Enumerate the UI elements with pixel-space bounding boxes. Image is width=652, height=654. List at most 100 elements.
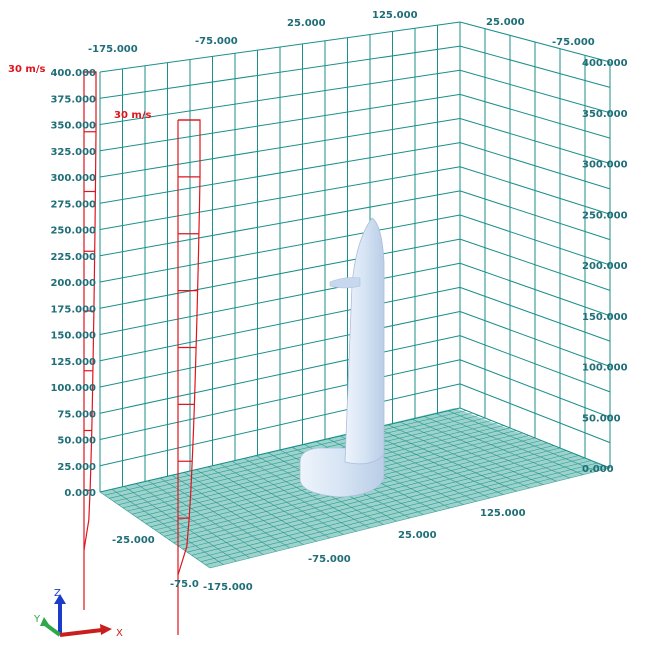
grid-line (99, 262, 461, 335)
y-axis-label: Y (33, 614, 41, 625)
top-tick: -75.000 (552, 37, 595, 48)
floor-grid-line (191, 457, 586, 556)
grid-line (99, 214, 461, 283)
floor-grid-line (182, 452, 573, 550)
grid-line (459, 262, 611, 317)
grid-line (99, 93, 461, 152)
floor-tick: -75.000 (308, 554, 351, 565)
right-axis-tick-label: 300.000 (582, 160, 628, 171)
right-axis-tick-label: 400.000 (582, 58, 628, 69)
grid-line (459, 383, 611, 444)
floor-tick: -75.0 (170, 579, 199, 590)
grid-line (99, 286, 461, 362)
right-axis-tick-label: 0.000 (582, 464, 614, 475)
grid-line (99, 69, 461, 125)
grid-line (459, 214, 611, 266)
grid-line (99, 21, 461, 73)
left-axis-tick-label: 75.000 (57, 409, 96, 420)
grid-line (459, 93, 611, 139)
grid-line (459, 69, 611, 114)
left-axis-tick-label: 25.000 (57, 462, 96, 473)
left-axis-tick-label: 300.000 (50, 173, 96, 184)
right-axis-tick-label: 150.000 (582, 312, 628, 323)
floor-grid-line (109, 412, 473, 499)
back-wall-grid (99, 21, 461, 493)
right-axis-ticks: 0.000 50.000 100.000 150.000 200.000 250.000 3… (582, 58, 628, 475)
grid-line (459, 118, 611, 164)
left-axis-tick-label: 0.000 (64, 488, 96, 499)
velocity-label-outer: 30 m/s (8, 64, 45, 75)
velocity-profile-line (83, 71, 97, 551)
grid-line (459, 190, 611, 241)
grid-line (99, 311, 461, 388)
floor-tick: -25.000 (112, 535, 155, 546)
floor-grid-line (196, 460, 592, 559)
floor-grid-line (177, 450, 567, 547)
velocity-label-inner: 30 m/s (114, 110, 151, 121)
floor-grid-line (209, 467, 611, 569)
grid-line (99, 383, 461, 467)
grid-line (459, 142, 611, 190)
right-axis-tick-label: 100.000 (582, 363, 628, 374)
left-axis-ticks: 0.000 25.000 50.000 75.000 100.000 125.000 150… (50, 68, 96, 499)
floor-grid-line (200, 462, 598, 562)
grid-line (459, 335, 611, 393)
left-axis-tick-label: 350.000 (50, 121, 96, 132)
x-axis-label: X (116, 628, 123, 639)
grid-line (459, 407, 611, 469)
left-axis-tick-label: 250.000 (50, 226, 96, 237)
velocity-profile-inner (177, 119, 201, 635)
floor-grid (99, 407, 611, 569)
left-axis-tick-label: 100.000 (50, 383, 96, 394)
left-axis-tick-label: 325.000 (50, 147, 96, 158)
right-axis-tick-label: 250.000 (582, 210, 628, 221)
floor-tick: 25.000 (398, 530, 437, 541)
velocity-profile-outer (83, 71, 97, 610)
grid-line (99, 238, 461, 309)
top-tick: 125.000 (372, 10, 418, 21)
right-axis-tick-label: 50.000 (582, 413, 621, 424)
grid-line (99, 359, 461, 440)
grid-line (99, 190, 461, 257)
grid-line (99, 335, 461, 414)
left-axis-tick-label: 375.000 (50, 94, 96, 105)
left-axis-tick-label: 50.000 (57, 436, 96, 447)
grid-line (99, 166, 461, 230)
floor-grid-line (205, 465, 604, 566)
axis-triad: Z Y X (33, 588, 123, 639)
top-tick: 25.000 (486, 17, 525, 28)
grid-line (459, 166, 611, 215)
left-axis-tick-label: 150.000 (50, 331, 96, 342)
left-axis-tick-label: 175.000 (50, 304, 96, 315)
grid-line (99, 407, 461, 493)
grid-line (459, 21, 611, 63)
top-tick: -75.000 (195, 36, 238, 47)
grid-line (459, 45, 611, 88)
top-tick: 25.000 (287, 18, 326, 29)
z-axis-label: Z (54, 588, 61, 599)
floor-grid-line (104, 410, 467, 496)
side-wall-grid (459, 21, 611, 469)
left-axis-tick-label: 200.000 (50, 278, 96, 289)
floor-grid-line (173, 447, 561, 543)
left-axis-tick-label: 400.000 (50, 68, 96, 79)
floor-grid-line (187, 455, 579, 553)
left-axis-tick-label: 125.000 (50, 357, 96, 368)
tower-model[interactable] (299, 217, 385, 498)
floor-tick: 125.000 (480, 508, 526, 519)
right-axis-tick-label: 200.000 (582, 261, 628, 272)
grid-line (99, 118, 461, 178)
grid-line (459, 286, 611, 342)
grid-line (99, 142, 461, 204)
top-tick: -175.000 (88, 44, 138, 55)
grid-line (459, 238, 611, 291)
floor-grid-line (113, 415, 479, 502)
grid-line (99, 45, 461, 99)
floor-tick: -175.000 (203, 582, 253, 593)
grid-line (459, 359, 611, 418)
right-axis-tick-label: 350.000 (582, 109, 628, 120)
grid-line (459, 311, 611, 367)
velocity-profile-line (177, 119, 201, 576)
left-axis-tick-label: 275.000 (50, 199, 96, 210)
